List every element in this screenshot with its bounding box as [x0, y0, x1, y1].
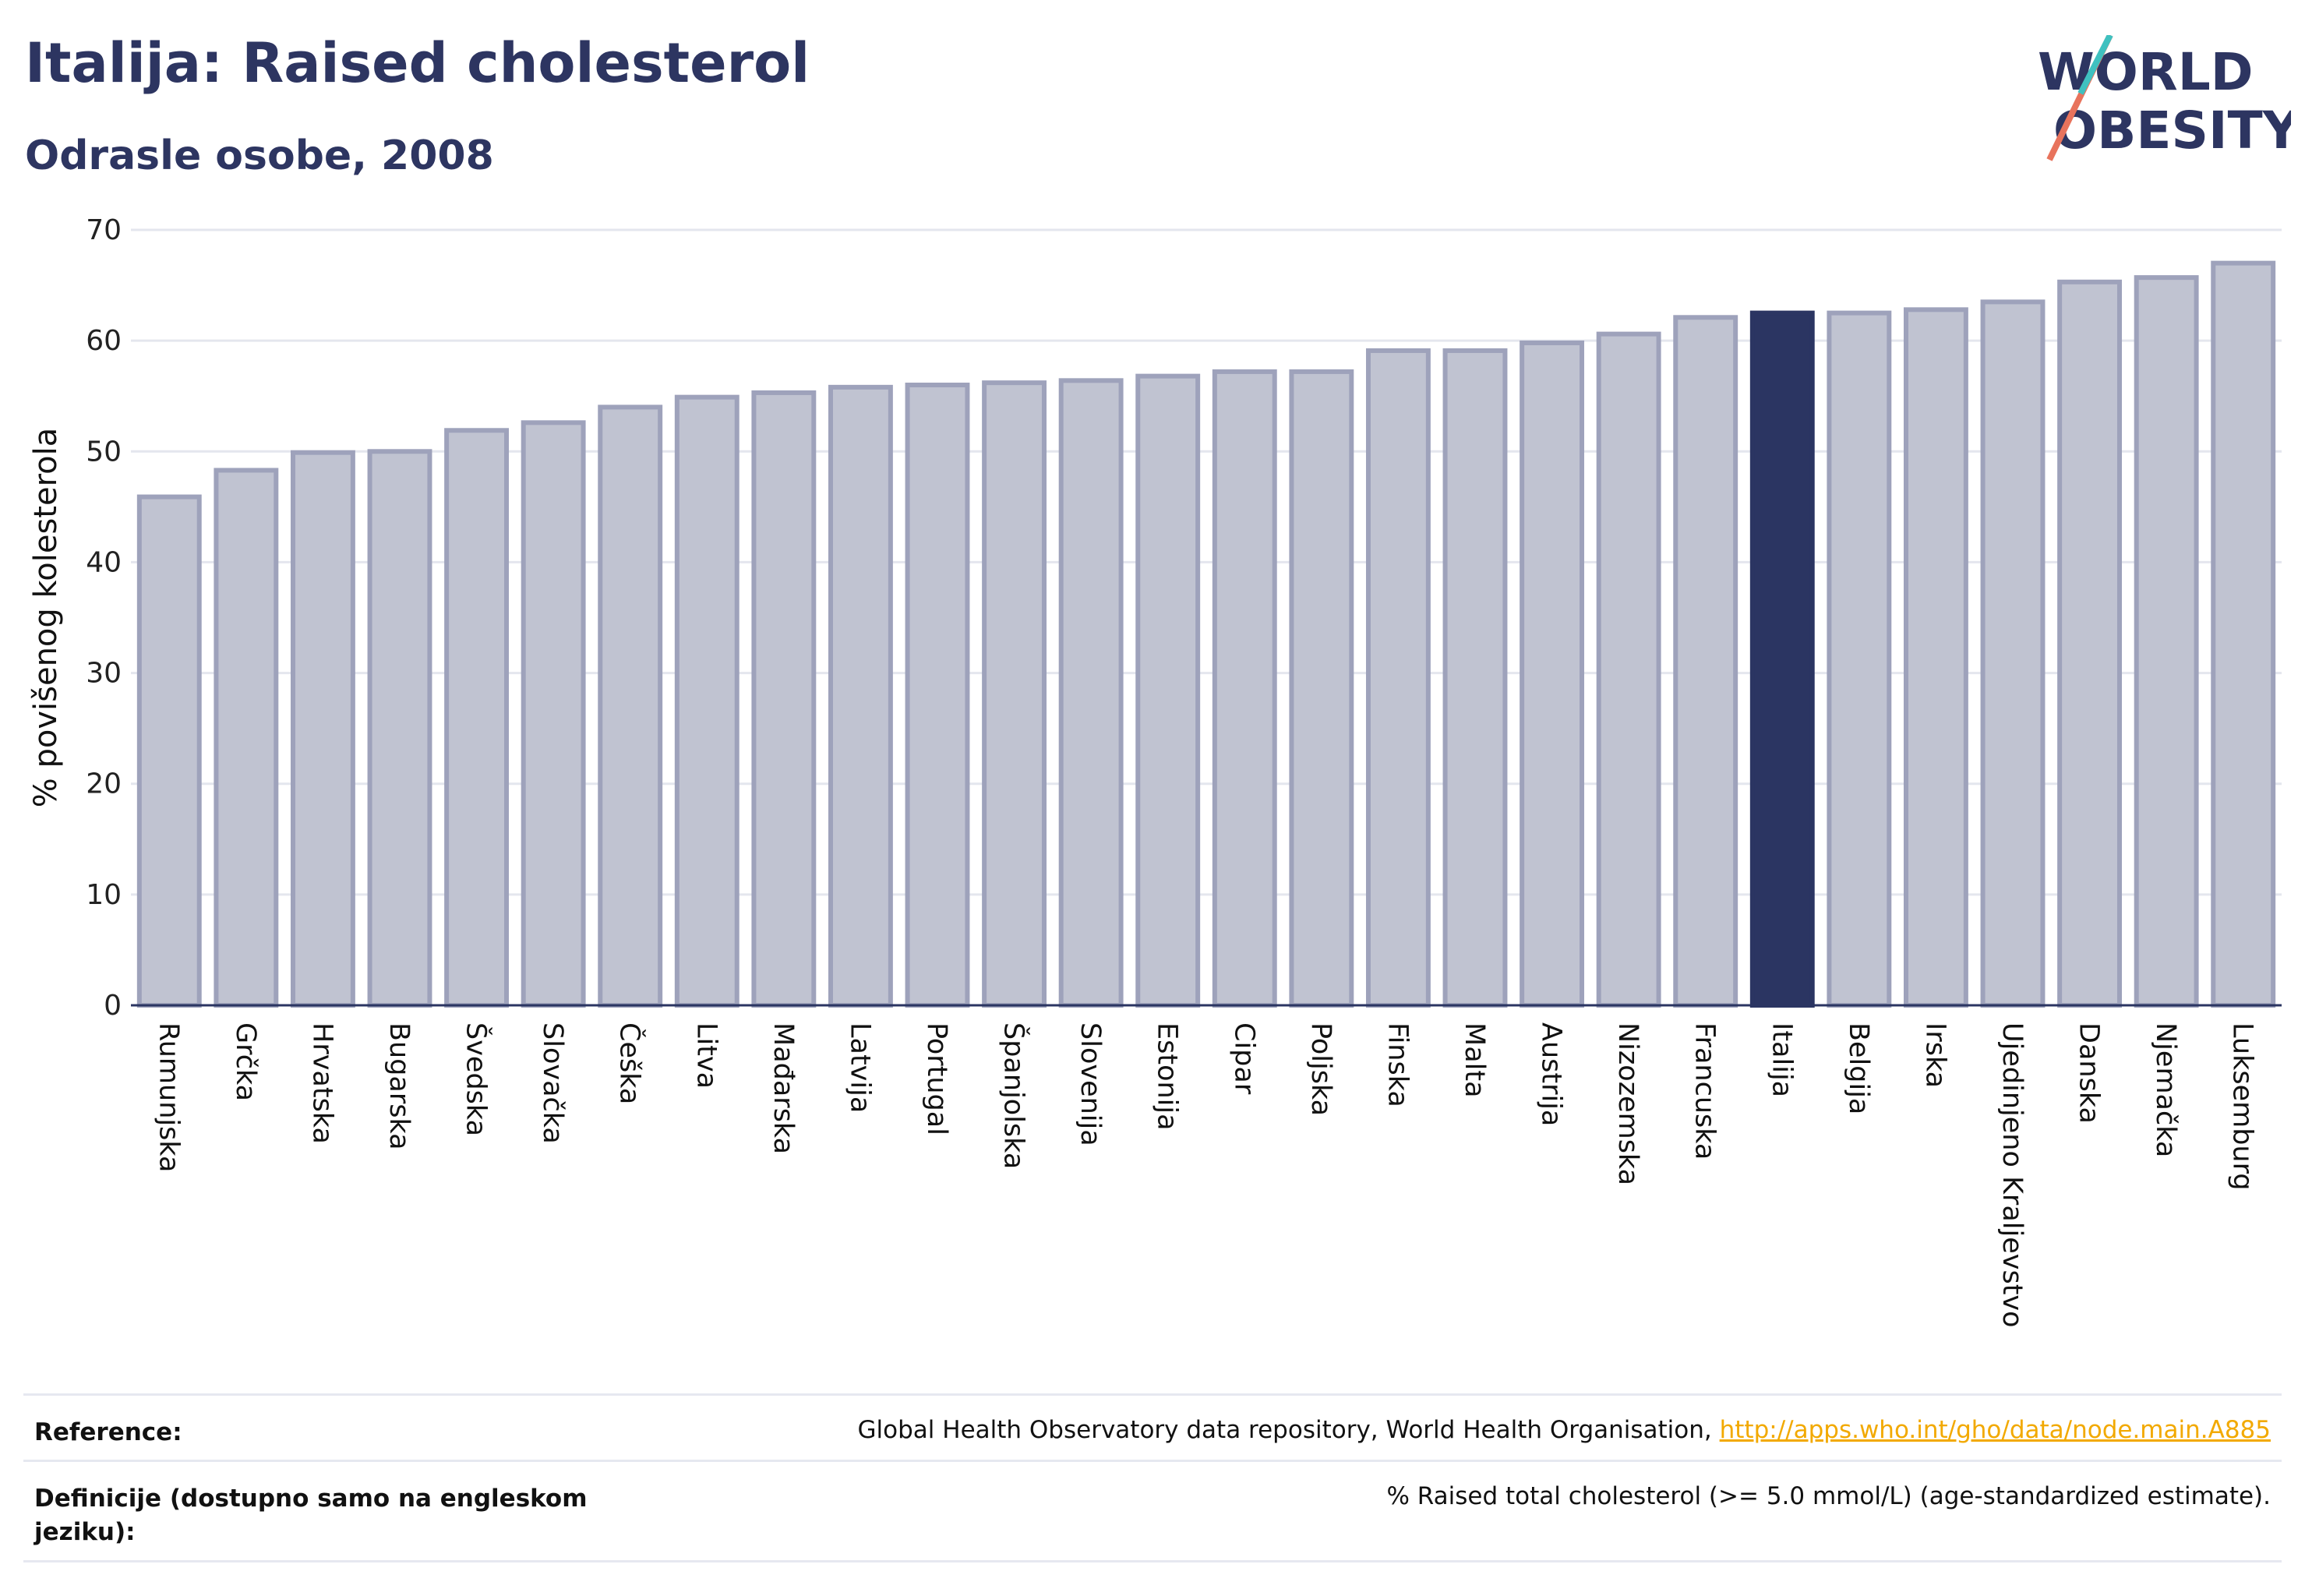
y-tick-label: 0 — [104, 990, 122, 1022]
x-category-label: Bugarska — [383, 1022, 415, 1150]
x-category-label: Irska — [1919, 1022, 1950, 1088]
bar-cipar — [1212, 369, 1277, 1008]
y-axis-label: % povišenog kolesterola — [28, 428, 64, 807]
bar-luksemburg — [2211, 260, 2276, 1008]
x-category-label: Malta — [1459, 1022, 1490, 1098]
reference-label: Reference: — [34, 1418, 182, 1446]
x-category-label: Češka — [614, 1022, 647, 1104]
x-category-label: Poljska — [1305, 1022, 1336, 1116]
x-category-label: Luksemburg — [2227, 1022, 2258, 1191]
bar-italija — [1749, 310, 1815, 1008]
definition-row: Definicije (dostupno samo na engleskom j… — [23, 1460, 2282, 1562]
reference-link[interactable]: http://apps.who.int/gho/data/node.main.A… — [1719, 1416, 2271, 1444]
bar-hrvatska — [290, 450, 355, 1008]
x-category-label: Belgija — [1843, 1022, 1874, 1114]
x-category-label: Latvija — [844, 1022, 875, 1113]
x-category-label: Cipar — [1228, 1022, 1259, 1095]
bar-nizozemska — [1596, 331, 1661, 1008]
y-tick-label: 20 — [86, 768, 122, 800]
x-category-label: Danska — [2074, 1022, 2105, 1124]
x-category-label: Ujedinjeno Kraljevstvo — [1996, 1022, 2028, 1328]
bar-grčka — [214, 468, 279, 1008]
bar-španjolska — [982, 380, 1047, 1008]
bar-rumunjska — [136, 494, 202, 1008]
bar-poljska — [1289, 369, 1354, 1008]
y-tick-label: 50 — [86, 436, 122, 468]
bar-danska — [2057, 279, 2123, 1008]
y-tick-label: 40 — [86, 546, 122, 578]
x-category-label: Austrija — [1536, 1022, 1567, 1126]
footer-table: Reference: Global Health Observatory dat… — [23, 1393, 2282, 1562]
y-axis-ticks: 0 10 20 30 40 50 60 70 — [86, 214, 122, 1022]
bar-latvija — [828, 384, 893, 1008]
x-category-label: Slovačka — [537, 1022, 568, 1144]
logo-line2: OBESITY — [2053, 101, 2291, 161]
x-category-label: Nizozemska — [1612, 1022, 1643, 1185]
x-category-label: Litva — [690, 1022, 722, 1089]
x-category-label: Estonija — [1152, 1022, 1183, 1131]
logo-line1: WORLD — [2038, 42, 2254, 102]
bar-estonija — [1135, 373, 1201, 1008]
reference-text: Global Health Observatory data repositor… — [857, 1416, 1720, 1444]
definition-label: Definicije (dostupno samo na engleskom j… — [34, 1485, 588, 1547]
x-category-label: Švedska — [461, 1022, 493, 1136]
bar-malta — [1442, 348, 1508, 1008]
x-category-label: Njemačka — [2150, 1022, 2181, 1157]
definition-value: % Raised total cholesterol (>= 5.0 mmol/… — [1386, 1482, 2271, 1510]
bar-slovenija — [1058, 378, 1124, 1008]
x-category-label: Grčka — [230, 1022, 261, 1101]
y-tick-label: 60 — [86, 325, 122, 357]
y-tick-label: 10 — [86, 879, 122, 911]
bar-portugal — [905, 383, 970, 1008]
bar-chart: 0 10 20 30 40 50 60 70 Rumunjska Grčka Hrvatska Bu… — [28, 214, 2282, 1328]
x-category-label: Francuska — [1689, 1022, 1721, 1160]
bar-slovačka — [521, 420, 586, 1008]
y-tick-label: 30 — [86, 658, 122, 690]
category-labels: Rumunjska Grčka Hrvatska Bugarska Švedska Slo… — [153, 1022, 2257, 1328]
bar-češka — [598, 404, 663, 1008]
bar-mađarska — [751, 390, 817, 1008]
x-category-label: Slovenija — [1075, 1022, 1106, 1146]
logo-slash-teal — [2077, 35, 2113, 95]
bar-bugarska — [367, 449, 432, 1008]
bar-švedska — [444, 428, 510, 1008]
bar-austrija — [1520, 340, 1585, 1008]
y-tick-label: 70 — [86, 214, 122, 246]
reference-row: Reference: Global Health Observatory dat… — [23, 1393, 2282, 1460]
x-category-label: Španjolska — [998, 1022, 1031, 1169]
bar-njemačka — [2134, 275, 2199, 1008]
x-category-label: Mađarska — [768, 1022, 799, 1154]
x-category-label: Rumunjska — [153, 1022, 184, 1172]
x-category-label: Italija — [1766, 1022, 1797, 1097]
bar-litva — [674, 394, 740, 1008]
bar-irska — [1903, 307, 1968, 1008]
chart-subtitle: Odrasle osobe, 2008 — [25, 132, 494, 179]
reference-value: Global Health Observatory data repositor… — [858, 1416, 2271, 1444]
x-category-label: Hrvatska — [306, 1022, 337, 1144]
bar-francuska — [1673, 315, 1738, 1008]
bar-belgija — [1827, 310, 1892, 1008]
bar-ujedinjeno-kraljevstvo — [1980, 299, 2046, 1008]
world-obesity-logo: WORLD OBESITY — [2038, 35, 2291, 161]
bar-finska — [1365, 348, 1431, 1008]
x-category-label: Finska — [1382, 1022, 1413, 1107]
chart-title: Italija: Raised cholesterol — [25, 31, 810, 95]
x-category-label: Portugal — [921, 1022, 952, 1135]
